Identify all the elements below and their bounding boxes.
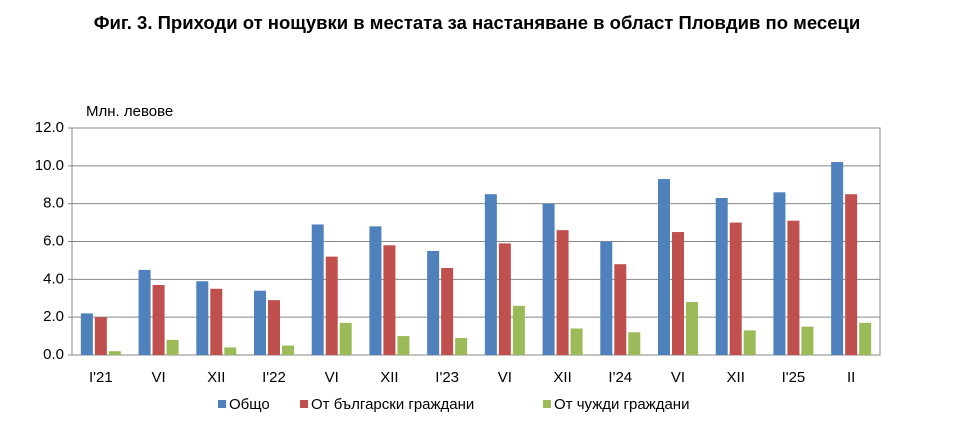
y-tick-label: 6.0 <box>43 232 64 249</box>
chart-title: Фиг. 3. Приходи от нощувки в местата за … <box>93 12 861 33</box>
y-tick-label: 12.0 <box>35 119 64 136</box>
legend-swatch <box>543 400 551 408</box>
y-tick-label: 8.0 <box>43 195 64 212</box>
bar <box>152 285 165 355</box>
bar <box>427 250 440 355</box>
bar <box>658 179 670 355</box>
bar <box>80 313 93 355</box>
bar <box>94 317 107 355</box>
bar <box>787 220 800 355</box>
bar <box>614 264 627 355</box>
x-tick-label: I'24 <box>608 369 632 386</box>
x-tick-label: II <box>847 369 855 386</box>
bar <box>339 322 352 355</box>
bar <box>397 336 410 355</box>
bar <box>108 351 121 355</box>
x-tick-label: VI <box>671 369 685 386</box>
bar <box>600 241 613 355</box>
x-tick-label: VI <box>498 369 512 386</box>
x-tick-label: I'25 <box>782 369 806 386</box>
bar <box>686 302 698 355</box>
bar <box>542 203 555 355</box>
legend-swatch <box>218 400 226 408</box>
bar <box>455 337 468 355</box>
bar <box>512 305 525 355</box>
x-tick-label: VI <box>151 369 165 386</box>
y-tick-label: 2.0 <box>43 308 64 325</box>
x-tick-label: VI <box>325 369 339 386</box>
y-axis-label: Млн. левове <box>86 103 173 120</box>
bar <box>268 300 280 355</box>
bar <box>859 322 872 355</box>
bar <box>628 332 641 355</box>
bar <box>484 194 497 355</box>
bar <box>729 222 742 355</box>
bar <box>801 326 814 355</box>
bar <box>715 197 728 355</box>
x-tick-label: I'22 <box>262 369 286 386</box>
bar <box>210 288 223 355</box>
x-tick-label: XII <box>380 369 398 386</box>
bar <box>556 230 569 355</box>
bar <box>325 256 338 355</box>
x-tick-label: I'23 <box>435 369 459 386</box>
legend-swatch <box>300 400 308 408</box>
bar <box>196 281 209 355</box>
bar <box>224 347 237 355</box>
legend-label: От чужди граждани <box>554 396 689 413</box>
bar <box>311 224 324 355</box>
bar <box>498 243 511 355</box>
bar <box>166 339 179 355</box>
bar <box>138 269 151 355</box>
legend-label: От български граждани <box>311 396 474 413</box>
bar <box>743 330 756 355</box>
bar <box>369 226 382 355</box>
bar <box>831 162 844 355</box>
bar <box>773 192 786 355</box>
bar <box>282 345 294 355</box>
x-tick-label: I'21 <box>89 369 113 386</box>
y-tick-label: 4.0 <box>43 270 64 287</box>
bar <box>672 232 684 355</box>
bar <box>254 290 266 355</box>
bar <box>845 194 858 355</box>
bar <box>383 245 396 355</box>
legend-label: Общо <box>229 396 270 413</box>
y-tick-label: 10.0 <box>35 157 64 174</box>
bar <box>441 267 454 355</box>
x-tick-label: XII <box>553 369 571 386</box>
y-tick-label: 0.0 <box>43 346 64 363</box>
bar <box>570 328 583 355</box>
x-tick-label: XII <box>207 369 225 386</box>
plot-frame <box>71 127 881 356</box>
x-tick-label: XII <box>727 369 745 386</box>
